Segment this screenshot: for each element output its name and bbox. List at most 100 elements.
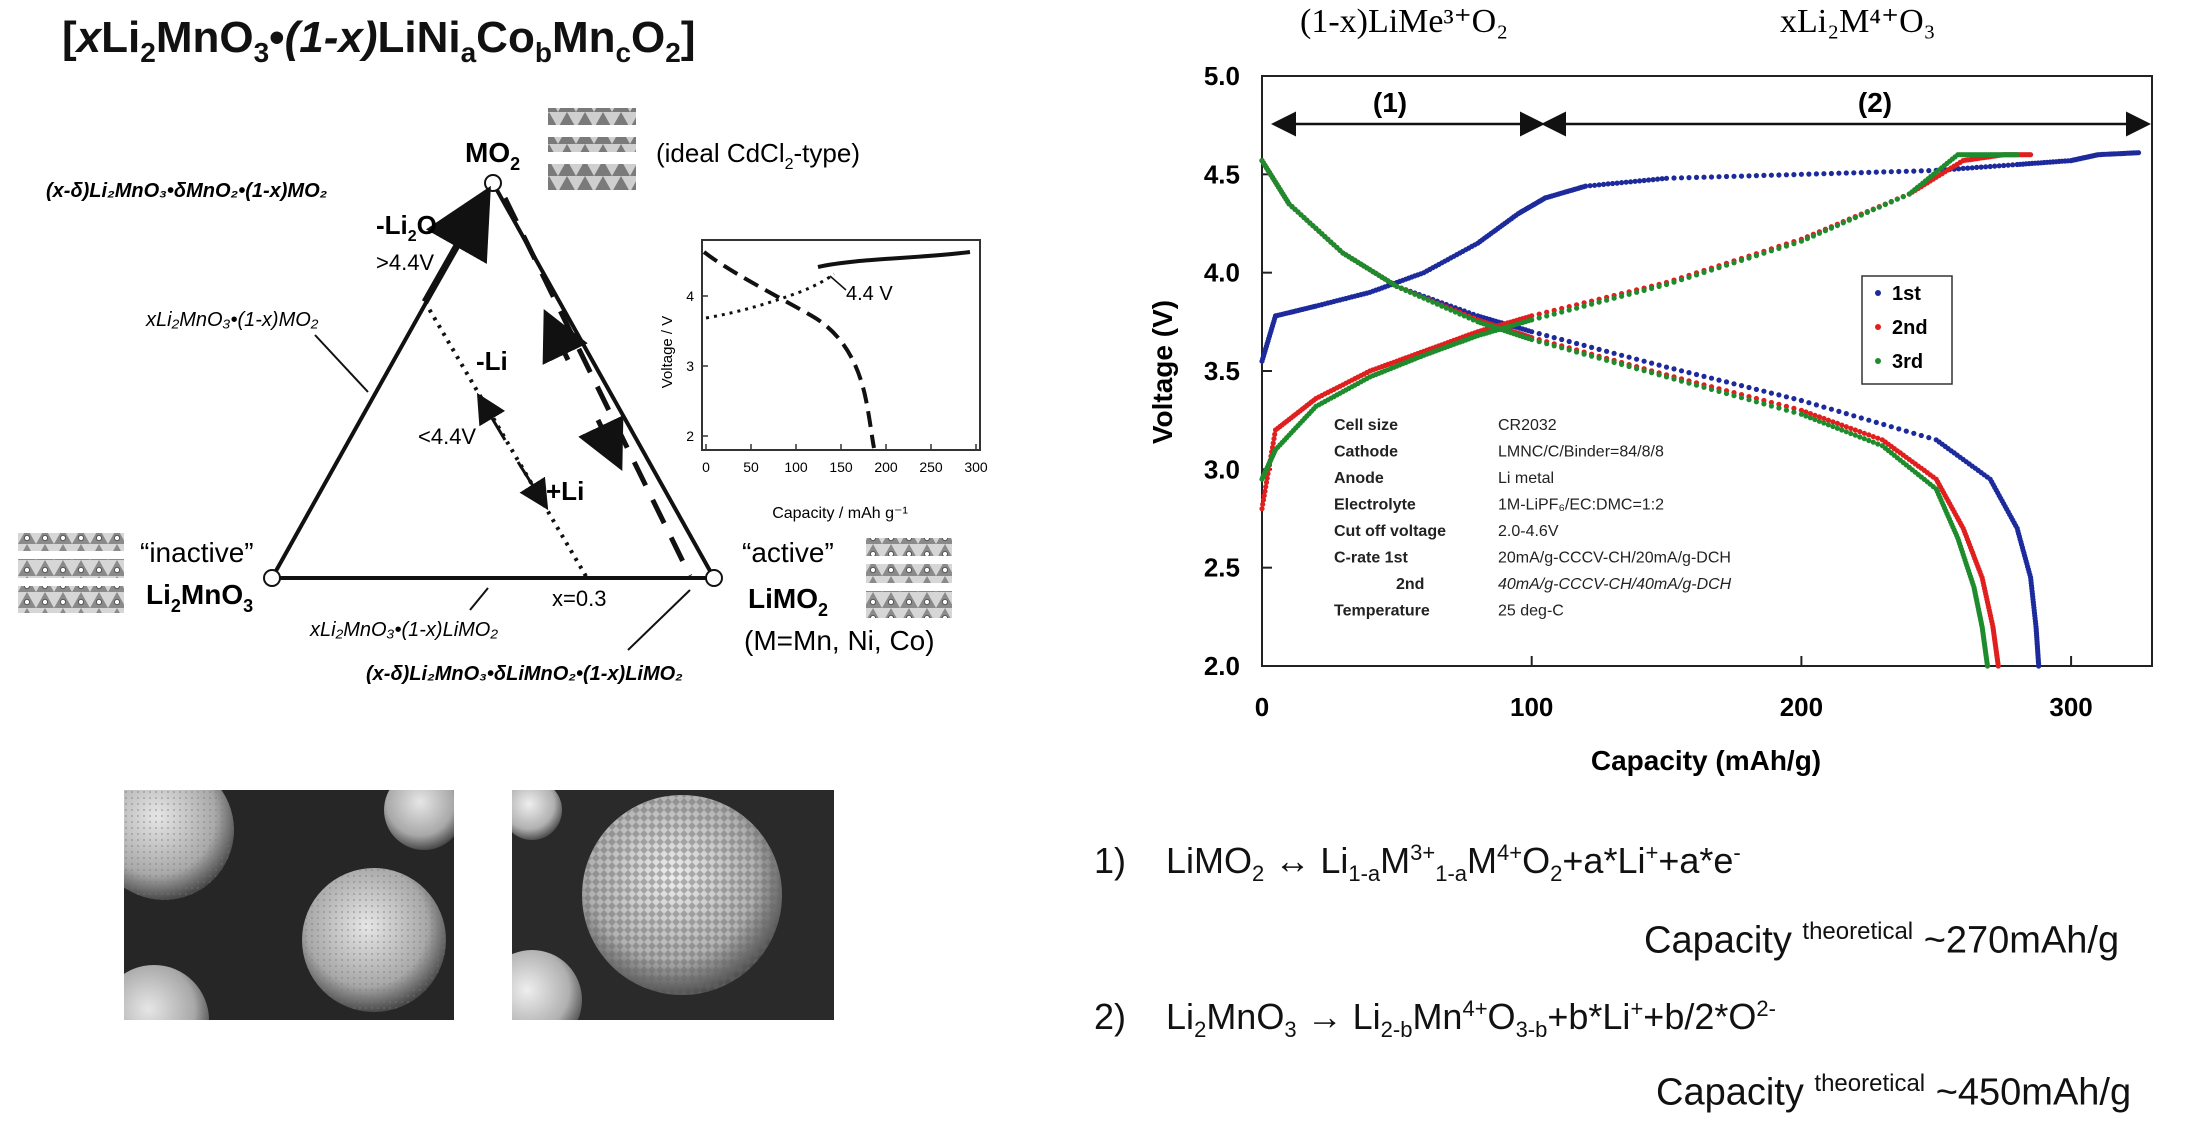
curve-point-1st-discharge	[1626, 354, 1632, 360]
curve-point-1st-discharge	[1596, 346, 1602, 352]
curve-point-1st-charge	[1836, 170, 1842, 176]
delta-limo2-label: (x-δ)Li₂MnO₃•δLiMnO₂•(1-x)LiMO₂	[366, 663, 683, 685]
curve-point-1st-discharge	[1881, 421, 1887, 428]
sem-image-right	[512, 790, 834, 1020]
curve-point-2nd-charge	[1260, 497, 1267, 503]
curve-point-1st-discharge	[1768, 390, 1774, 396]
curve-point-3rd-charge	[1656, 283, 1662, 289]
curve-point-2nd-charge	[1270, 440, 1276, 446]
curve-point-3rd-discharge	[1425, 297, 1431, 303]
main-y-tick-label: 3.5	[1204, 356, 1240, 386]
curve-point-1st-charge	[1663, 175, 1670, 181]
curve-point-1st-discharge	[1611, 350, 1617, 356]
curve-point-3rd-discharge	[1611, 359, 1617, 365]
curve-point-1st-discharge	[1776, 392, 1782, 398]
curve-point-1st-charge	[1716, 174, 1722, 180]
curve-point-3rd-charge	[1894, 196, 1900, 202]
left-edge-label: xLi₂MnO₃•(1-x)MO₂	[145, 309, 319, 331]
limo2-label: LiMO2	[748, 583, 828, 620]
curve-point-1st-discharge	[1663, 364, 1670, 370]
main-x-tick-label: 100	[1510, 692, 1553, 722]
curve-point-2nd-charge	[1262, 488, 1268, 494]
curve-point-1st-charge	[1873, 169, 1879, 175]
plus-li-arrow	[516, 461, 549, 511]
curve-point-1st-discharge	[1649, 360, 1655, 366]
curve-point-1st-charge	[1969, 165, 1975, 171]
curve-point-2nd-discharge	[1807, 411, 1813, 417]
cell-info-key: Cut off voltage	[1334, 523, 1446, 540]
curve-point-1st-discharge	[1470, 311, 1476, 317]
curve-point-1st-charge	[1798, 171, 1804, 177]
curve-point-3rd-charge	[1716, 265, 1722, 271]
curve-point-1st-discharge	[1641, 358, 1647, 364]
region2-label: (2)	[1858, 87, 1892, 118]
curve-point-1st-charge	[1974, 164, 1980, 170]
curve-point-2nd-charge	[1263, 484, 1269, 490]
curve-point-3rd-charge	[1840, 220, 1846, 226]
curve-point-1st-discharge	[1701, 373, 1707, 379]
curve-point-2nd-discharge	[1825, 417, 1831, 423]
curve-point-3rd-charge	[1816, 230, 1822, 236]
curve-point-1st-charge	[1610, 180, 1616, 187]
minus-li2o-label: -Li2O	[376, 210, 437, 245]
curve-point-3rd-discharge	[1412, 291, 1418, 297]
curve-point-3rd-charge	[1708, 267, 1715, 273]
curve-point-1st-charge	[1806, 171, 1812, 177]
curve-point-1st-discharge	[1581, 342, 1587, 348]
curve-point-3rd-charge	[1574, 305, 1580, 311]
curve-point-3rd-charge	[1604, 297, 1610, 303]
main-header-right: xLi₂M⁴⁺O₃	[1780, 3, 1936, 40]
curve-point-3rd-discharge	[1839, 427, 1845, 433]
inset-x-tick-label: 50	[743, 459, 759, 475]
curve-point-1st-charge	[1783, 172, 1789, 178]
curve-point-3rd-discharge	[1641, 368, 1647, 374]
curve-point-2nd-discharge	[1803, 409, 1809, 415]
inset-x-tick-label: 0	[702, 459, 710, 475]
bottom-edge-label: xLi₂MnO₃•(1-x)LiMO₂	[309, 619, 498, 641]
curve-point-3rd-discharge	[1416, 293, 1422, 299]
dashed-arrow-down	[578, 415, 624, 472]
curve-point-2nd-discharge	[1776, 401, 1782, 407]
main-chart: (1-x)LiMe³⁺O₂ xLi₂M⁴⁺O₃ 0 100 200 300 2.0 2.5…	[1147, 3, 2153, 776]
curve-point-3rd-charge	[1701, 269, 1707, 275]
curve-point-3rd-discharge	[1843, 429, 1849, 435]
curve-point-2nd-discharge	[1866, 432, 1872, 438]
curve-point-1st-charge	[1992, 163, 1998, 169]
curve-point-3rd-discharge	[1803, 413, 1809, 419]
cell-info-value: 25 deg-C	[1498, 603, 1564, 620]
curve-point-3rd-charge	[1783, 243, 1789, 249]
curve-point-1st-discharge	[1858, 415, 1864, 421]
legend-marker	[1875, 290, 1881, 296]
curve-point-1st-charge	[1960, 165, 1966, 171]
curve-point-2nd-discharge	[1870, 434, 1876, 440]
curve-point-3rd-charge	[1611, 295, 1617, 301]
curve-point-3rd-charge	[1858, 212, 1864, 218]
curve-point-3rd-discharge	[1452, 309, 1458, 315]
region1-label: (1)	[1373, 87, 1407, 118]
curve-point-1st-discharge	[1738, 383, 1745, 389]
curve-point-3rd-discharge	[1783, 407, 1789, 413]
curve-point-2nd-discharge	[1848, 425, 1854, 431]
inset-y-tick-label: 2	[686, 428, 694, 444]
curve-point-2nd-charge	[1260, 501, 1266, 507]
curve-point-1st-discharge	[1813, 402, 1819, 408]
curve-point-1st-charge	[1926, 168, 1932, 174]
gt-44v-label: >4.4V	[376, 250, 434, 275]
curve-point-3rd-charge	[1649, 285, 1655, 291]
curve-point-3rd-discharge	[1753, 399, 1759, 405]
curve-point-3rd-discharge	[1768, 403, 1774, 409]
x-value-label: x=0.3	[552, 586, 606, 611]
vertex-li2mno3	[263, 569, 281, 587]
inset-plot-frame	[701, 239, 981, 451]
curve-point-1st-discharge	[1723, 379, 1730, 385]
curve-point-1st-discharge	[1731, 381, 1737, 387]
curve-point-3rd-charge	[1882, 201, 1888, 208]
curve-point-1st-discharge	[1821, 404, 1827, 410]
curve-point-1st-discharge	[1708, 375, 1715, 381]
main-x-tick-label: 0	[1255, 692, 1269, 722]
main-y-tick-label: 2.5	[1204, 553, 1240, 583]
curve-point-3rd-discharge	[1596, 355, 1602, 361]
curve-point-3rd-charge	[1641, 287, 1647, 293]
curve-point-1st-discharge	[1926, 435, 1932, 441]
curve-point-3rd-charge	[1888, 199, 1894, 205]
